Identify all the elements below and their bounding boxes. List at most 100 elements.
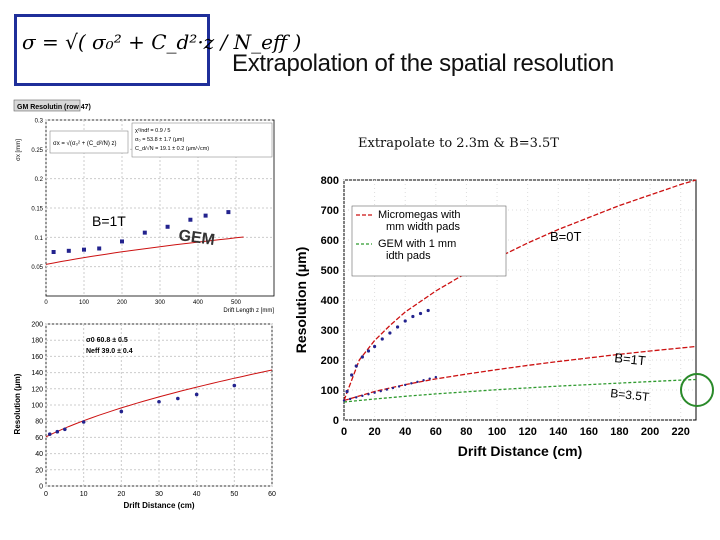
chart2-ytick: 20 xyxy=(35,467,43,474)
chart1-ytick: 0.2 xyxy=(35,177,44,183)
chart1-ytick: 0.3 xyxy=(35,119,44,125)
chart3-xtick: 120 xyxy=(518,426,536,438)
chart3-ytick: 0 xyxy=(333,415,339,427)
chart3-ytick: 700 xyxy=(321,205,339,217)
chart3-point-lower xyxy=(361,394,364,398)
chart3-point xyxy=(354,364,358,368)
chart3-xtick: 200 xyxy=(641,426,659,438)
chart2-ytick: 140 xyxy=(31,370,43,377)
chart2-point xyxy=(63,427,67,432)
chart1-stats-box xyxy=(131,122,273,158)
chart1-point xyxy=(51,250,56,254)
chart3-xtick: 60 xyxy=(430,426,442,438)
chart2-ytick: 120 xyxy=(31,386,43,393)
chart1-xtick: 300 xyxy=(155,300,166,306)
chart-top-left: GM Resolutin (row 47) 0.05 0.1 0.15 0.2 0.25 0… xyxy=(12,98,282,314)
chart2-xtick: 50 xyxy=(230,491,238,498)
chart3-point-lower xyxy=(379,389,382,393)
subtitle: Extrapolate to 2.3m & B=3.5T xyxy=(358,136,559,151)
chart3-label-b1t: B=1T xyxy=(614,350,647,368)
chart3-legend-gem-2: idth pads xyxy=(386,250,431,262)
chart1-ytick: 0.15 xyxy=(31,207,43,213)
chart2-point xyxy=(194,392,199,397)
chart3-ytick: 200 xyxy=(321,355,339,367)
chart3-point-lower xyxy=(385,388,389,391)
chart3-point xyxy=(395,325,400,329)
chart3-xtick: 40 xyxy=(399,426,411,438)
chart1-xtick: 100 xyxy=(79,300,90,306)
chart3-xtick: 180 xyxy=(610,426,628,438)
chart3-ytick: 100 xyxy=(321,385,339,397)
chart3-point-lower xyxy=(410,382,413,385)
chart1-formula: σx = √(σ₀² + (C_d²/N) z) xyxy=(53,140,117,147)
chart3-ytick: 500 xyxy=(321,265,339,277)
chart3-point-lower xyxy=(428,377,431,380)
chart3-legend-mm-1: Micromegas with xyxy=(378,209,461,221)
chart2-point xyxy=(232,383,237,388)
chart1-ytick: 0.1 xyxy=(35,236,44,242)
chart2-xtick: 10 xyxy=(80,491,88,498)
chart3-point-lower xyxy=(416,380,419,383)
chart1-point xyxy=(142,230,147,235)
chart3-xlabel: Drift Distance (cm) xyxy=(458,443,582,459)
chart3-ytick: 400 xyxy=(321,295,339,307)
chart2-xtick: 30 xyxy=(155,491,163,498)
slide-title: Extrapolation of the spatial resolution xyxy=(232,50,614,77)
chart1-xlabel: Drift Length z [mm] xyxy=(223,308,274,314)
chart-top-left-svg: GM Resolutin (row 47) 0.05 0.1 0.15 0.2 0.25 0… xyxy=(13,99,275,314)
chart1-xtick: 200 xyxy=(117,300,128,306)
chart1-xtick: 400 xyxy=(193,300,204,306)
chart2-ytick: 80 xyxy=(35,419,43,426)
chart2-point xyxy=(176,396,180,401)
chart3-point-lower xyxy=(422,379,425,382)
chart2-xtick: 20 xyxy=(117,491,125,498)
chart3-point xyxy=(345,389,349,394)
chart3-point-lower xyxy=(391,386,395,390)
chart3-point-lower xyxy=(342,399,346,402)
chart2-point xyxy=(157,399,161,404)
chart1-point xyxy=(226,210,231,215)
chart3-ytick: 600 xyxy=(321,235,339,247)
chart-right: 0 100 200 300 400 500 600 700 800 0 20 40 60 80 100 120… xyxy=(288,172,716,472)
chart3-xtick: 20 xyxy=(368,426,380,438)
chart3-xtick: 0 xyxy=(341,426,347,438)
chart1-header: GM Resolutin (row 47) xyxy=(17,104,91,111)
chart1-point xyxy=(120,239,124,244)
chart3-ylabel: Resolution (μm) xyxy=(293,247,309,354)
chart1-header-box xyxy=(13,99,81,112)
chart3-point xyxy=(426,308,430,313)
chart1-ytick: 0.05 xyxy=(31,265,43,271)
chart3-highlight-circle xyxy=(680,373,714,407)
chart1-stat-line: σ₀ = 53.8 ± 1.7 (μm) xyxy=(135,137,184,143)
chart2-stat-line: σ0 60.8 ± 0.5 xyxy=(86,337,128,344)
chart1-point xyxy=(82,247,86,252)
chart3-xtick: 100 xyxy=(488,426,506,438)
chart3-point xyxy=(388,331,392,335)
chart3-label-b35t: B=3.5T xyxy=(610,386,651,404)
chart2-stat-line: Neff 39.0 ± 0.4 xyxy=(86,348,133,355)
chart3-series-b35t xyxy=(343,378,697,403)
chart2-ytick: 60 xyxy=(35,435,43,442)
chart3-point-lower xyxy=(348,397,352,401)
chart3-point xyxy=(373,344,377,349)
chart1-point xyxy=(97,246,102,251)
chart1-stat-line: χ²/ndf = 0.9 / 5 xyxy=(135,128,170,134)
chart3-legend-gem-1: GEM with 1 mm xyxy=(378,238,456,250)
chart2-ytick: 200 xyxy=(31,322,43,329)
chart2-point xyxy=(119,409,124,414)
chart3-xtick: 80 xyxy=(460,426,472,438)
chart3-label-b0t: B=0T xyxy=(550,229,581,244)
chart3-point xyxy=(380,337,384,341)
chart-right-svg: 0 100 200 300 400 500 600 700 800 0 20 40 60 80 100 120… xyxy=(293,175,714,459)
chart1-xtick: 0 xyxy=(44,300,48,306)
chart1-annotation-gem: GEM xyxy=(177,227,215,249)
formula-box xyxy=(14,14,210,86)
chart3-point xyxy=(403,319,407,323)
chart2-point xyxy=(81,420,86,424)
chart1-ylabel: σx [mm] xyxy=(16,139,22,161)
chart3-point xyxy=(418,311,423,316)
chart1-ytick: 0.25 xyxy=(31,148,43,154)
chart3-ytick: 300 xyxy=(321,325,339,337)
chart3-point-lower xyxy=(434,375,438,379)
chart3-point xyxy=(350,373,354,377)
